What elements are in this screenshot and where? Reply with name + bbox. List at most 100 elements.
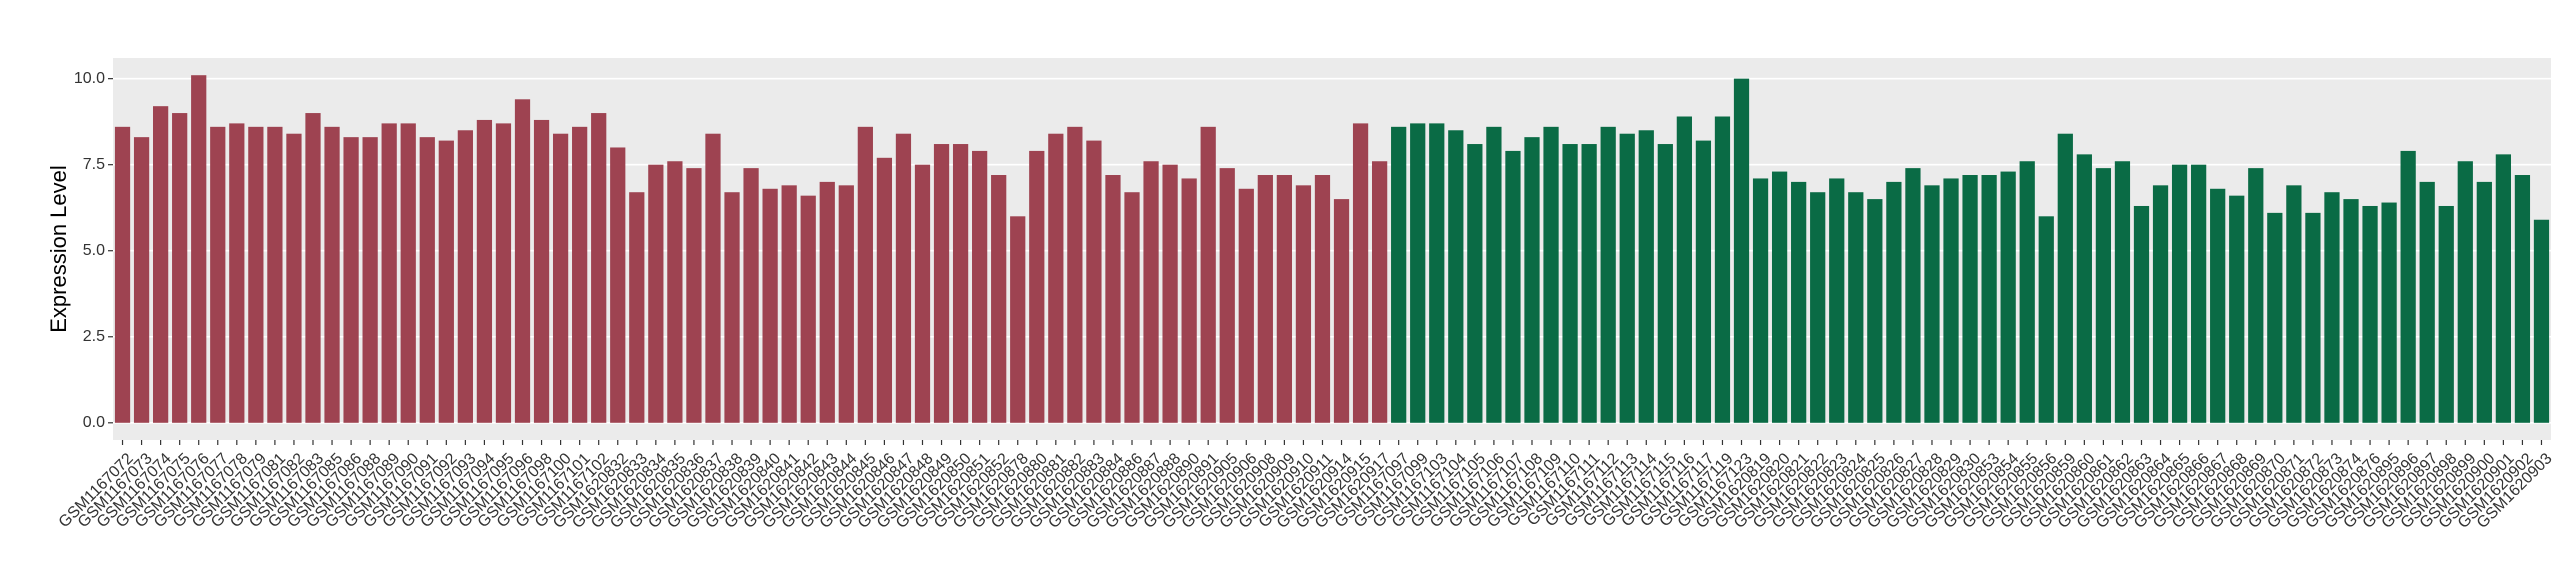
bar — [381, 123, 397, 423]
bar — [629, 192, 645, 423]
bar — [191, 75, 207, 423]
bar — [343, 137, 359, 423]
bar — [533, 119, 550, 423]
bar — [591, 113, 607, 423]
bar — [2038, 216, 2054, 423]
bar — [2305, 212, 2321, 423]
bar — [2267, 212, 2283, 423]
bar — [1905, 168, 1921, 423]
bar — [1238, 188, 1254, 423]
bar — [800, 195, 816, 423]
bar — [686, 168, 702, 423]
bar — [1067, 126, 1083, 423]
bar — [2362, 205, 2378, 423]
bar — [572, 126, 588, 423]
bar — [933, 144, 950, 423]
bar — [2019, 161, 2035, 423]
bar — [743, 168, 759, 423]
bar — [1333, 199, 1350, 423]
bar — [1257, 175, 1273, 423]
bar — [552, 133, 569, 423]
bar — [819, 181, 835, 423]
bar — [2133, 205, 2150, 423]
bar — [2419, 181, 2435, 423]
bar — [114, 126, 131, 423]
bar — [781, 185, 797, 423]
bar — [610, 147, 626, 423]
bar — [2324, 192, 2340, 423]
y-axis-title: Expression Level — [46, 165, 71, 333]
bar — [2171, 164, 2188, 423]
bar — [324, 126, 340, 423]
y-tick-label: 0.0 — [83, 414, 105, 431]
bar — [1448, 130, 1464, 423]
bar — [305, 113, 321, 423]
bar — [1295, 185, 1312, 423]
bar — [1048, 133, 1064, 423]
bar — [1619, 133, 1635, 423]
bar — [2248, 168, 2264, 423]
bar — [1124, 192, 1140, 423]
bar — [1676, 116, 1692, 423]
bar — [438, 140, 454, 423]
bar — [2229, 195, 2245, 423]
bar — [1771, 171, 1788, 423]
bar — [1162, 164, 1178, 423]
bar — [1181, 178, 1197, 423]
bar — [2210, 188, 2226, 423]
bar — [648, 164, 664, 423]
bar — [1371, 161, 1388, 423]
bar — [1543, 126, 1559, 423]
bar — [210, 126, 226, 423]
bar — [1314, 175, 1331, 423]
y-tick-label: 10.0 — [74, 70, 105, 87]
bar — [1791, 181, 1807, 423]
bar — [2000, 171, 2016, 423]
bar — [1276, 175, 1293, 423]
bar — [1733, 78, 1750, 423]
bar — [2381, 202, 2397, 423]
bar — [1981, 175, 1997, 423]
bar — [1352, 123, 1369, 423]
bar — [705, 133, 721, 423]
bar — [1429, 123, 1445, 423]
bar — [667, 161, 683, 423]
bar — [1581, 144, 1597, 423]
bar — [1505, 150, 1521, 423]
bar — [2152, 185, 2169, 423]
bar — [724, 192, 740, 423]
bar — [838, 185, 854, 423]
bar — [2191, 164, 2207, 423]
bar — [2343, 199, 2359, 423]
bar — [1010, 216, 1026, 423]
bar — [172, 113, 188, 423]
bar — [2286, 185, 2302, 423]
bar — [1867, 199, 1883, 423]
bar — [133, 137, 150, 423]
bar — [1105, 175, 1121, 423]
bar — [2514, 175, 2531, 423]
bar — [1600, 126, 1616, 423]
bar — [1029, 150, 1045, 423]
bar — [991, 175, 1007, 423]
bar — [1752, 178, 1769, 423]
bar — [229, 123, 245, 423]
bar — [2495, 154, 2512, 423]
bar — [362, 137, 378, 423]
bar — [476, 119, 493, 423]
bar — [1848, 192, 1864, 423]
bar — [1524, 137, 1540, 423]
bar — [762, 188, 778, 423]
bar — [1829, 178, 1845, 423]
bar — [495, 123, 512, 423]
bar — [1410, 123, 1426, 423]
bar — [914, 164, 931, 423]
bar — [2076, 154, 2092, 423]
bar — [152, 106, 169, 423]
bar — [857, 126, 873, 423]
bar — [267, 126, 283, 423]
bar — [1219, 168, 1235, 423]
bar — [1467, 144, 1483, 423]
y-tick-label: 2.5 — [83, 328, 105, 345]
